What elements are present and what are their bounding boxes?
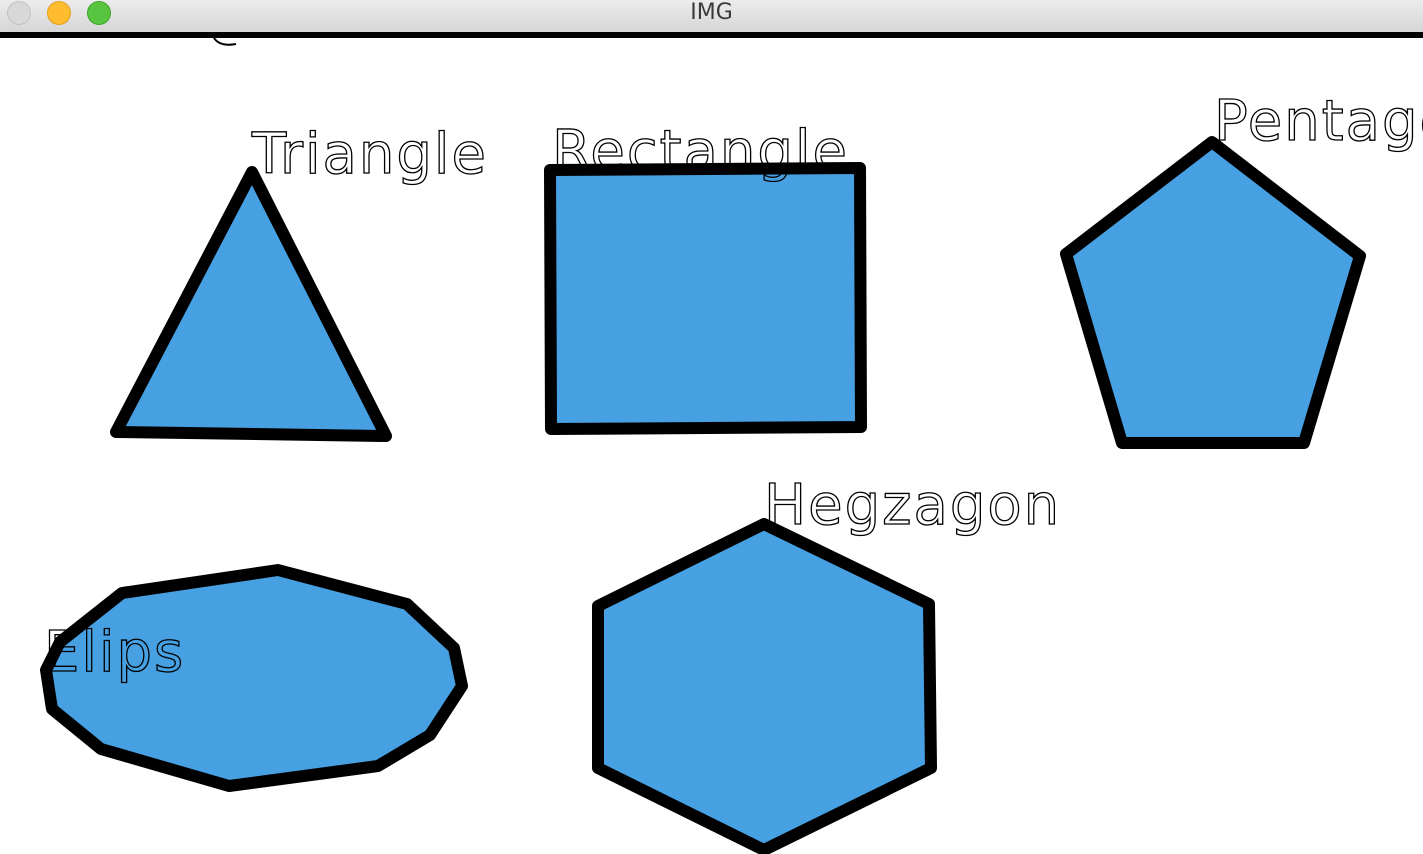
title-bar[interactable]: IMG [0, 0, 1423, 33]
clipped-text-fragment [213, 38, 237, 46]
minimize-button[interactable] [47, 1, 71, 25]
zoom-button[interactable] [87, 1, 111, 25]
shapes-drawing: Triangle Rectangle Pentagon Elips Hegzag… [40, 38, 1423, 854]
triangle-shape [110, 166, 392, 442]
hexagon-label: Hegzagon [764, 473, 1061, 538]
pentagon-shape [1060, 136, 1366, 449]
ellipse-shape [40, 564, 468, 792]
canvas-top-border [0, 32, 1423, 38]
triangle-label: Triangle [251, 122, 488, 187]
pentagon-label: Pentagon [1214, 89, 1423, 154]
hexagon-shape [592, 518, 937, 854]
rectangle-label: Rectangle [552, 119, 849, 184]
window-title: IMG [690, 0, 733, 25]
rectangle-shape [544, 162, 867, 435]
ellipse-label: Elips [44, 620, 185, 685]
close-button[interactable] [7, 1, 31, 25]
image-canvas: Triangle Rectangle Pentagon Elips Hegzag… [0, 38, 1423, 854]
